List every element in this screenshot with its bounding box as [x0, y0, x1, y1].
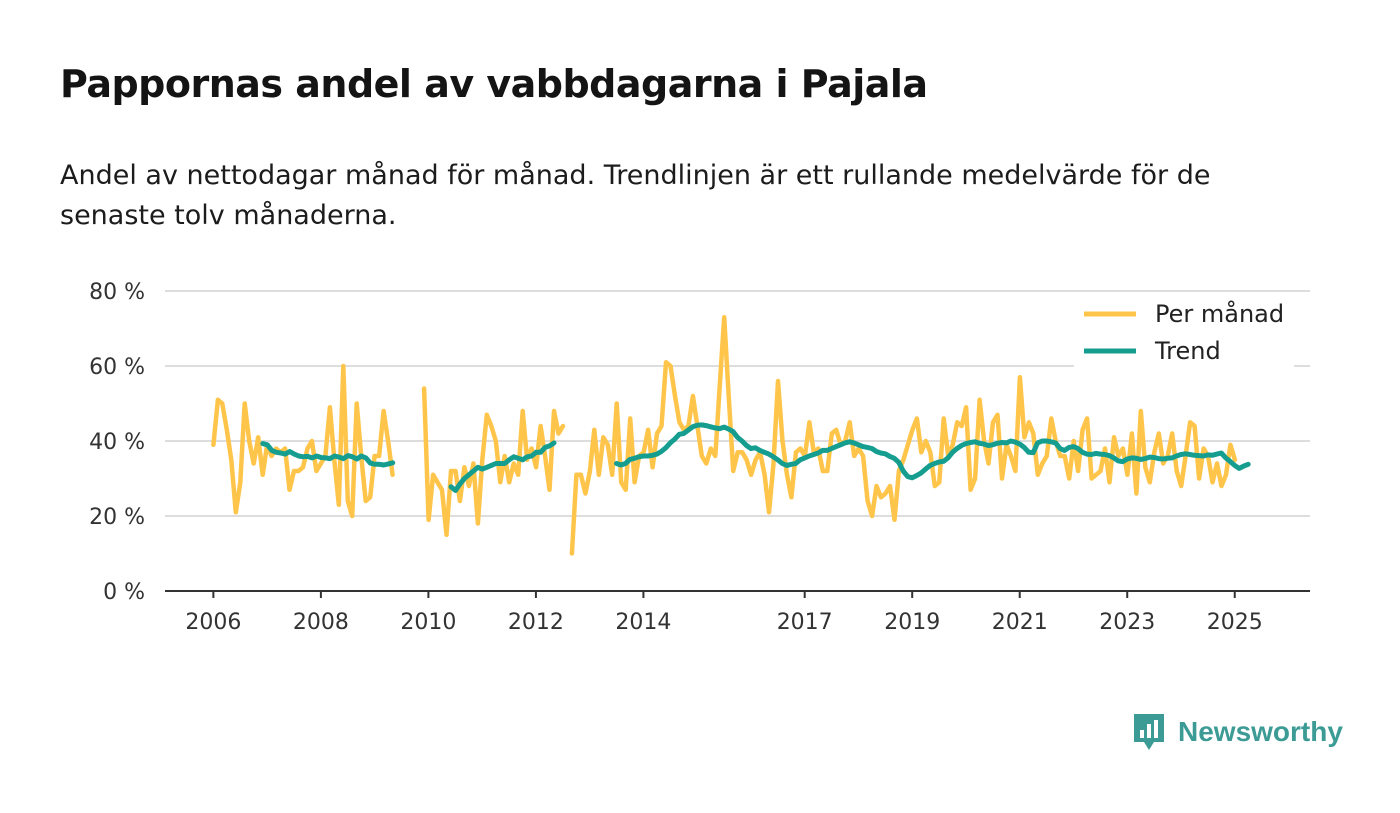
x-tick-label: 2025	[1207, 610, 1263, 635]
chart-title: Pappornas andel av vabbdagarna i Pajala	[60, 62, 928, 106]
legend-label-trend: Trend	[1154, 337, 1221, 365]
series-line-per-manad-segment-1	[421, 386, 566, 538]
series-line-trend-segment-1	[448, 440, 557, 493]
x-tick-label: 2006	[185, 610, 241, 635]
y-tick-label: 60 %	[89, 355, 145, 380]
series-line-per-manad-segment-0	[211, 363, 395, 519]
series-trend	[260, 422, 1251, 493]
series-lines	[211, 315, 1251, 556]
x-tick-label: 2021	[992, 610, 1048, 635]
y-tick-label: 0 %	[103, 580, 145, 605]
x-tick-label: 2023	[1099, 610, 1155, 635]
chart-subtitle: Andel av nettodagar månad för månad. Tre…	[60, 160, 1211, 231]
newsworthy-logo: Newsworthy	[1132, 712, 1343, 752]
y-tick-label: 80 %	[89, 280, 145, 305]
x-tick-label: 2017	[777, 610, 833, 635]
y-tick-label: 40 %	[89, 430, 145, 455]
newsworthy-logo-icon	[1134, 714, 1164, 750]
series-line-per-manad-segment-2	[569, 315, 1238, 556]
series-line-trend-segment-2	[614, 422, 1251, 481]
x-tick-label: 2008	[293, 610, 349, 635]
legend: Per månad Trend	[1074, 292, 1294, 368]
y-axis-ticks: 0 % 20 % 40 % 60 % 80 %	[89, 280, 145, 605]
x-tick-label: 2010	[400, 610, 456, 635]
series-line-trend-segment-0	[260, 441, 396, 468]
newsworthy-logo-text: Newsworthy	[1178, 716, 1343, 747]
series-per-manad	[211, 315, 1238, 556]
legend-label-per-manad: Per månad	[1155, 299, 1284, 328]
x-tick-label: 2012	[508, 610, 564, 635]
x-tick-label: 2019	[884, 610, 940, 635]
legend-background	[1074, 292, 1294, 368]
y-tick-label: 20 %	[89, 505, 145, 530]
x-tick-label: 2014	[615, 610, 671, 635]
x-axis-ticks: 2006 2008 2010 2012 2014 2017 2019 2021 2023 2025	[185, 591, 1263, 635]
